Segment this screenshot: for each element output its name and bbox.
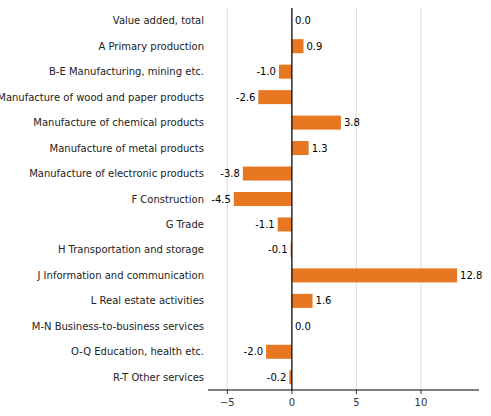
bar [292,141,309,155]
category-label: R-T Other services [113,372,204,383]
category-label: J Information and communication [36,270,204,281]
data-label: -4.5 [211,194,231,205]
category-label: H Transportation and storage [58,244,204,255]
category-label: Manufacture of wood and paper products [0,92,204,103]
data-label: -3.8 [220,168,240,179]
data-label: -2.6 [236,92,256,103]
category-label: Value added, total [113,15,204,26]
chart: −5 0 5 10 Value added, total A Primary produc… [0,0,491,416]
tick-mark [420,390,421,394]
data-label: 0.0 [295,15,311,26]
data-label: -1.0 [256,66,276,77]
category-label: F Construction [131,194,204,205]
tick-label: 5 [353,397,359,408]
x-axis-line [208,390,479,391]
bar [243,167,292,181]
bar [266,345,292,359]
tick-label: −5 [220,397,235,408]
bar [234,192,292,206]
category-label: G Trade [166,219,204,230]
grid-line [356,8,357,390]
category-label: L Real estate activities [91,295,204,306]
category-label: B-E Manufacturing, mining etc. [49,66,204,77]
tick-mark [227,390,228,394]
data-label: 3.8 [344,117,360,128]
data-label: -1.1 [255,219,275,230]
tick-mark [291,390,292,394]
data-label: 12.8 [460,270,482,281]
data-label: 0.9 [306,41,322,52]
data-label: 1.6 [316,295,332,306]
grid-line [420,8,421,390]
bar [258,90,292,104]
category-label: A Primary production [98,41,204,52]
data-label: -0.1 [268,244,288,255]
tick-label: 0 [289,397,295,408]
data-label: -0.2 [267,372,287,383]
category-label: Manufacture of chemical products [33,117,204,128]
bar [278,217,292,231]
bar [292,116,341,130]
data-label: 0.0 [295,321,311,332]
bar [292,39,304,53]
grid-line [291,8,292,390]
category-label: Manufacture of metal products [50,143,204,154]
bar [292,268,457,282]
category-label: M-N Business-to-business services [32,321,204,332]
bar [292,294,313,308]
category-label: O-Q Education, health etc. [71,346,204,357]
tick-mark [356,390,357,394]
tick-label: 10 [415,397,428,408]
data-label: -2.0 [244,346,264,357]
bar [279,65,292,79]
data-label: 1.3 [312,143,328,154]
zero-line [291,8,292,390]
category-label: Manufacture of electronic products [29,168,204,179]
